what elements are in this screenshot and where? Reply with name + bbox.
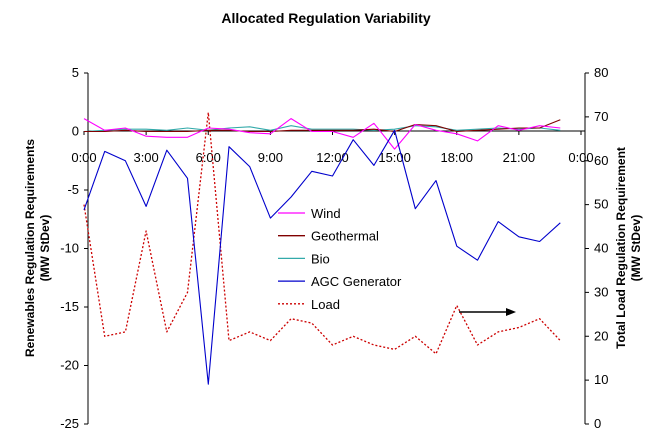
series-line-geothermal xyxy=(84,119,561,133)
left-axis-label-line-1: Renewables Regulation Requirements xyxy=(23,139,37,357)
left-tick-label: 0 xyxy=(72,124,79,139)
right-tick-label: 70 xyxy=(594,109,608,124)
left-axis-label: Renewables Regulation Requirements (MW S… xyxy=(23,139,52,357)
left-tick-label: -20 xyxy=(60,358,79,373)
series-layer xyxy=(83,111,561,385)
right-axis-label: Total Load Regulation Requirement (MW St… xyxy=(614,147,643,349)
right-axis-label-line-1: Total Load Regulation Requirement xyxy=(614,147,628,349)
legend-label-agc-generator: AGC Generator xyxy=(311,274,402,289)
left-tick-label: -5 xyxy=(67,182,79,197)
x-tick-label: 9:00 xyxy=(258,150,283,165)
series-line-agc-generator xyxy=(83,129,561,385)
left-tick-label: -10 xyxy=(60,241,79,256)
annotation-arrow-head xyxy=(506,308,516,316)
x-tick-label: 0:00 xyxy=(71,150,96,165)
left-axis-label-line-2: (MW StDev) xyxy=(38,215,52,282)
series-line-bio xyxy=(83,125,561,133)
right-axis-label-line-2: (MW StDev) xyxy=(629,215,643,282)
right-tick-label: 80 xyxy=(594,65,608,80)
x-tick-label: 3:00 xyxy=(133,150,158,165)
annotations xyxy=(459,308,516,316)
x-tick-label: 18:00 xyxy=(440,150,473,165)
right-tick-label: 60 xyxy=(594,153,608,168)
x-tick-label: 12:00 xyxy=(316,150,349,165)
right-tick-label: 40 xyxy=(594,241,608,256)
right-tick-label: 30 xyxy=(594,284,608,299)
x-tick-label: 6:00 xyxy=(196,150,221,165)
chart-title: Allocated Regulation Variability xyxy=(221,10,430,26)
left-tick-label: 5 xyxy=(72,65,79,80)
x-tick-label: 15:00 xyxy=(378,150,411,165)
legend-label-geothermal: Geothermal xyxy=(311,229,379,244)
legend-label-wind: Wind xyxy=(311,206,341,221)
series-line-load xyxy=(83,111,561,355)
right-tick-label: 10 xyxy=(594,372,608,387)
right-tick-label: 50 xyxy=(594,197,608,212)
left-tick-label: -25 xyxy=(60,416,79,431)
legend: Wind Geothermal Bio AGC Generator Load xyxy=(278,206,402,312)
legend-label-bio: Bio xyxy=(311,251,330,266)
x-tick-label: 21:00 xyxy=(503,150,536,165)
right-tick-label: 0 xyxy=(594,416,601,431)
legend-label-load: Load xyxy=(311,297,340,312)
x-tick-label: 0:00 xyxy=(568,150,593,165)
right-tick-label: 20 xyxy=(594,328,608,343)
left-tick-label: -15 xyxy=(60,299,79,314)
series-line-wind xyxy=(83,118,561,150)
